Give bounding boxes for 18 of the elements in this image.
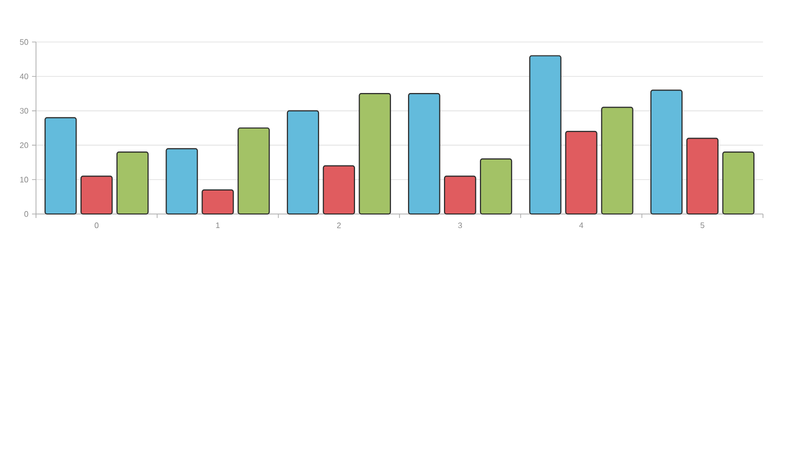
bar [202,189,234,215]
bar [565,130,598,215]
bar [116,152,149,215]
bar [44,117,77,215]
bar [722,152,754,215]
bar [166,148,198,215]
bar [322,165,356,215]
bar [408,93,440,215]
bar [529,55,562,215]
bar [650,90,683,215]
bar [444,176,476,215]
bar [601,106,634,215]
bar [286,110,320,215]
bar [686,138,719,215]
bar [80,176,113,215]
bar [480,158,512,215]
bar [358,93,391,215]
bar [238,127,270,215]
